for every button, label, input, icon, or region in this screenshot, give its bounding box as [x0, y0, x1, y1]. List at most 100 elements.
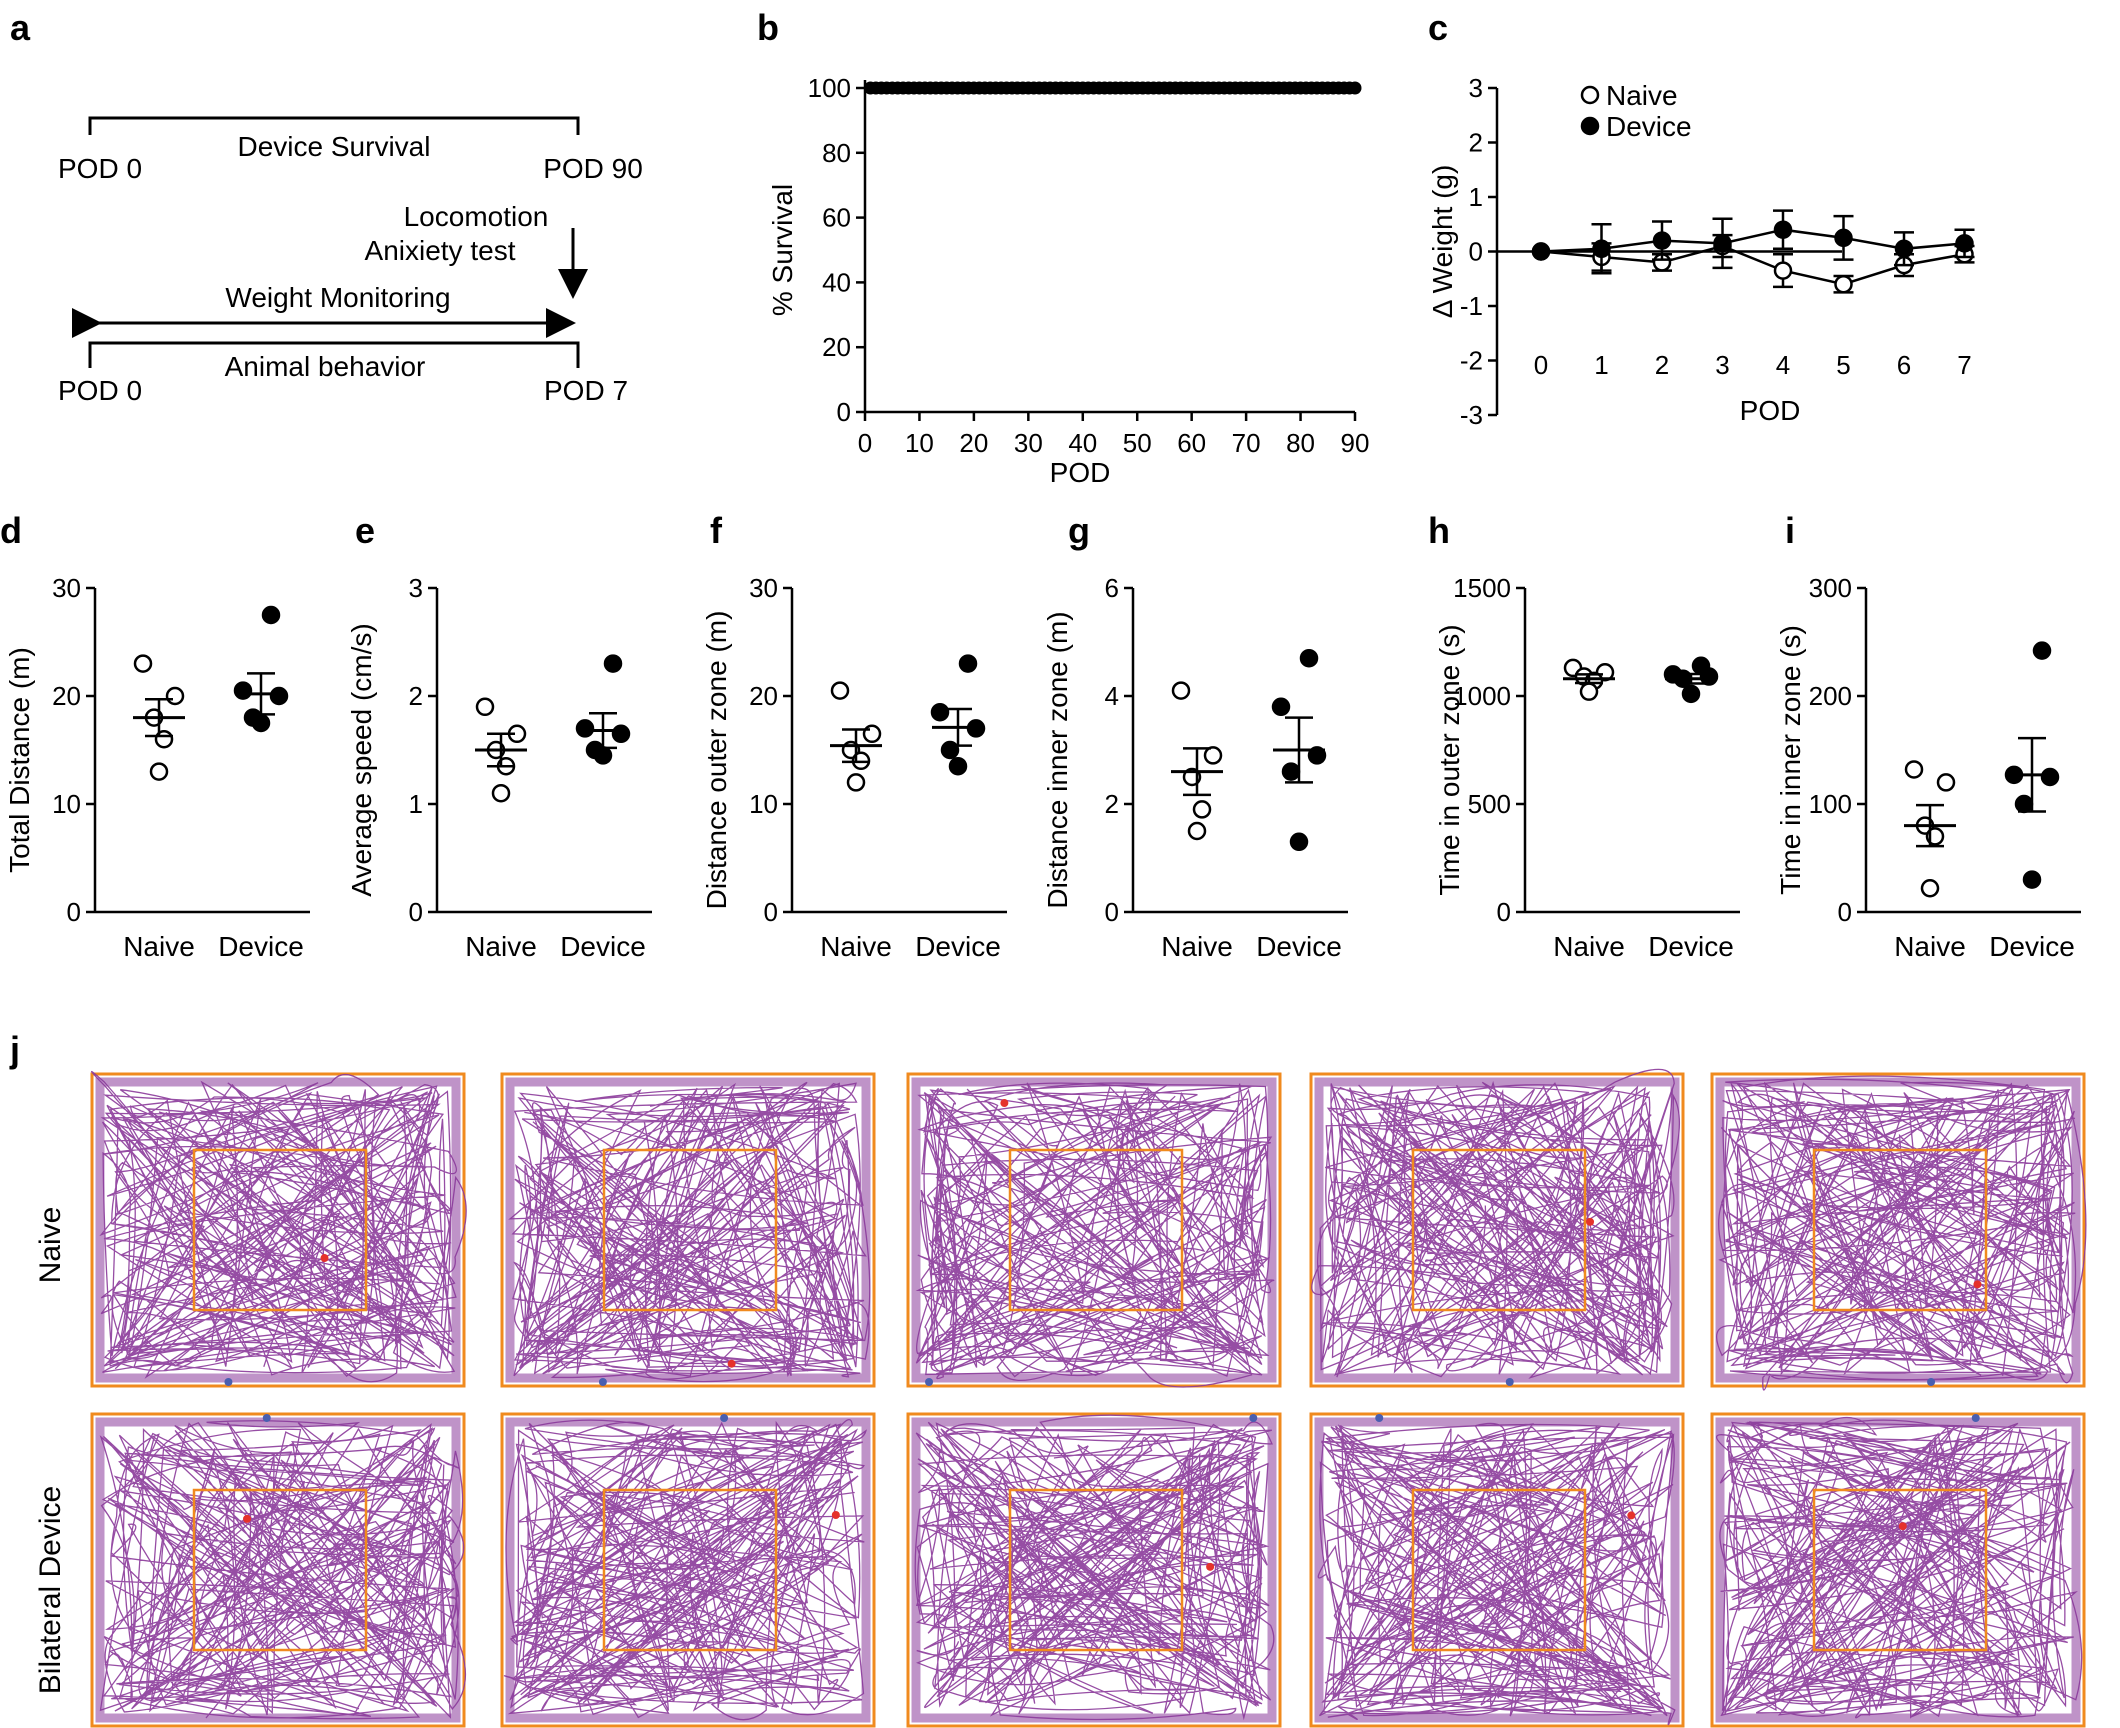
data-point-naive — [830, 681, 850, 700]
data-point-naive — [149, 762, 169, 781]
panel-letter-j: j — [9, 1029, 20, 1070]
arena-inner-zone — [1411, 1488, 1587, 1652]
data-point-naive — [1773, 261, 1793, 280]
data-point-naive — [165, 686, 185, 706]
y-axis-title: Total Distance (m) — [4, 647, 35, 873]
y-tick-label: 40 — [822, 267, 851, 297]
legend-label-naive: Naive — [1606, 80, 1678, 111]
panel-letter-i: i — [1785, 510, 1795, 551]
y-tick-label: 20 — [822, 332, 851, 362]
data-point-device — [930, 702, 950, 722]
y-tick-label: -2 — [1460, 346, 1483, 376]
data-point-device — [1894, 239, 1914, 259]
category-label: Naive — [820, 931, 892, 962]
data-point-device — [1681, 684, 1701, 704]
y-tick-label: 0 — [1838, 897, 1852, 927]
y-tick-label: 3 — [409, 573, 423, 603]
data-point-device — [2014, 794, 2034, 814]
y-tick-label: 20 — [749, 681, 778, 711]
x-tick-label: 7 — [1957, 350, 1971, 380]
track-end-point — [925, 1378, 934, 1386]
row-label-naive: Naive — [34, 1207, 67, 1284]
arena-inner-zone — [1008, 1148, 1184, 1312]
y-axis-title: Time in inner zone (s) — [1775, 625, 1806, 895]
y-axis-title: % Survival — [767, 184, 798, 316]
wall-hugging-trace — [95, 1417, 461, 1723]
track-end-point — [1971, 1414, 1980, 1422]
data-point-device — [1699, 667, 1719, 686]
chart-b: b 0 20 40 60 80 100 0 10 20 30 40 50 60 70 80 90 POD % Sur… — [757, 7, 1369, 488]
y-tick-label: 1 — [409, 789, 423, 819]
category-label: Device — [1648, 931, 1734, 962]
data-point-device — [1289, 832, 1309, 852]
x-tick-label: 0 — [858, 428, 872, 458]
data-point-device — [1299, 648, 1319, 668]
x-tick-label: 20 — [959, 428, 988, 458]
y-tick-label: 1000 — [1453, 681, 1511, 711]
chart-g: g 0 2 4 6 Distance inner zone (m) Naive Device — [1042, 510, 1348, 962]
panel-letter-a: a — [10, 7, 31, 48]
track-end-point — [1505, 1378, 1514, 1386]
y-axis-title: Time in outer zone (s) — [1434, 624, 1465, 895]
chart-c: c -3 -2 -1 0 1 2 3 0 1 2 3 4 5 6 7 POD Δ Weight (g) NaiveD… — [1427, 7, 1975, 430]
y-axis-title: Distance inner zone (m) — [1042, 611, 1073, 908]
arena-inner-zone — [1008, 1488, 1184, 1652]
data-point-device — [575, 719, 595, 738]
chart-f: f 0 10 20 30 Distance outer zone (m) Naive Devi… — [701, 510, 1007, 962]
mouse-trajectory — [1715, 1416, 2083, 1719]
data-point-device — [1652, 231, 1672, 250]
y-tick-label: 100 — [1809, 789, 1852, 819]
panel-j-tracks: j Naive Bilateral Device — [9, 1029, 2087, 1728]
data-point-device — [1955, 234, 1974, 253]
x-tick-label: 0 — [1534, 350, 1548, 380]
data-point-device — [1592, 239, 1611, 259]
x-tick-label: 1 — [1594, 350, 1608, 380]
weight-monitoring-label: Weight Monitoring — [225, 282, 450, 313]
wall-hugging-trace — [505, 1417, 871, 1723]
y-tick-label: 0 — [837, 397, 851, 427]
data-point-device — [261, 605, 281, 625]
pod0-top-label: POD 0 — [58, 153, 142, 184]
device-survival-label: Device Survival — [238, 131, 431, 162]
wall-hugging-trace — [1314, 1077, 1680, 1383]
y-tick-label: 80 — [822, 138, 851, 168]
panel-letter-f: f — [710, 510, 723, 551]
wall-hugging-trace — [505, 1077, 871, 1383]
row-label-bilateral-device: Bilateral Device — [34, 1486, 67, 1694]
x-tick-label: 70 — [1232, 428, 1261, 458]
track-start-point — [831, 1511, 840, 1520]
pod0-bottom-label: POD 0 — [58, 375, 142, 406]
data-point-naive — [1192, 800, 1212, 819]
wall-hugging-trace — [1314, 1417, 1680, 1723]
mouse-trajectory — [90, 1070, 467, 1383]
track-arena — [906, 1412, 1282, 1728]
y-tick-label: 2 — [1469, 128, 1483, 158]
track-end-point — [262, 1414, 271, 1422]
y-tick-label: 20 — [52, 681, 81, 711]
data-point-naive — [1187, 821, 1207, 841]
x-tick-label: 6 — [1897, 350, 1911, 380]
category-label: Device — [560, 931, 646, 962]
mouse-trajectory — [503, 1419, 868, 1721]
y-axis-title: Distance outer zone (m) — [701, 611, 732, 910]
y-tick-label: 60 — [822, 203, 851, 233]
survival-bracket — [88, 116, 580, 135]
track-end-point — [1249, 1414, 1258, 1422]
locomotion-label: Locomotion — [404, 201, 549, 232]
data-point-naive — [475, 697, 495, 717]
arena-inner-zone — [1812, 1148, 1988, 1312]
data-point-naive — [1834, 274, 1853, 294]
mouse-trajectory — [1311, 1068, 1681, 1379]
category-label: Naive — [123, 931, 195, 962]
data-point-naive — [1920, 878, 1940, 898]
y-tick-label: 0 — [1105, 897, 1119, 927]
data-point-naive — [1936, 773, 1956, 792]
track-start-point — [1973, 1280, 1982, 1289]
data-point-device — [1531, 242, 1551, 261]
data-point-device — [603, 654, 623, 673]
panel-a-timeline: a Device Survival POD 0 POD 90 Locomotio… — [10, 7, 643, 406]
track-arena — [90, 1412, 467, 1728]
wall-hugging-trace — [1715, 1077, 2081, 1383]
